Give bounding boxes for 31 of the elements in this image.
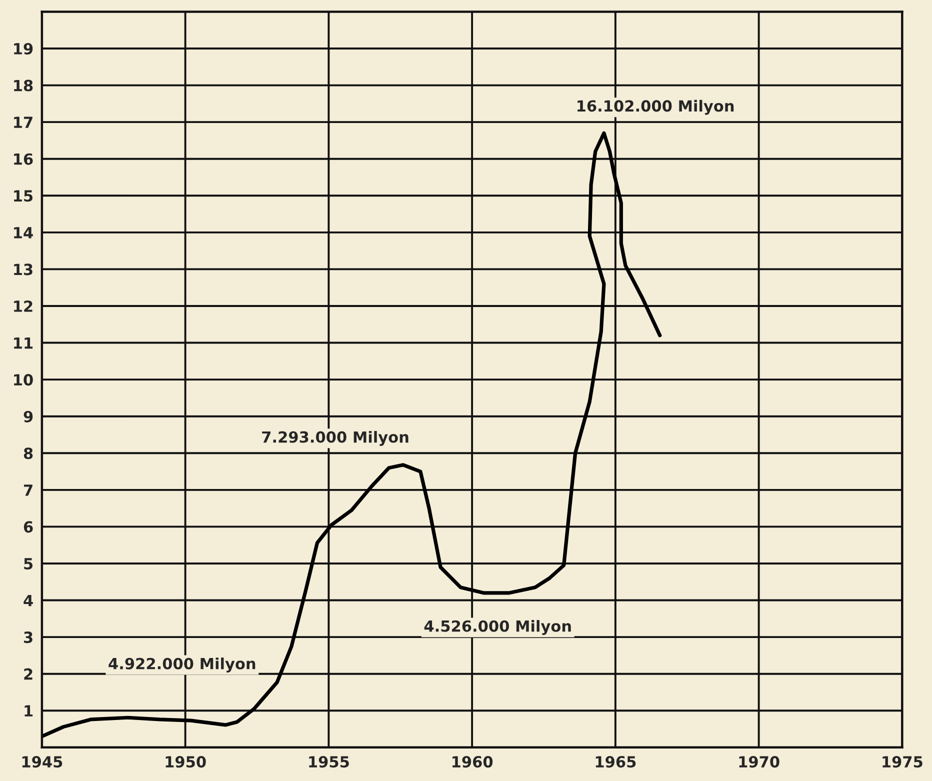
y-tick-label: 19 (14, 42, 33, 55)
x-tick-label: 1970 (739, 756, 780, 768)
x-tick-label: 1975 (882, 756, 922, 768)
y-tick-label: 1 (24, 705, 33, 716)
y-tick-label: 12 (14, 300, 32, 312)
x-tick-label: 1965 (596, 756, 636, 768)
y-tick-label: 13 (14, 264, 32, 276)
y-tick-label: 10 (14, 374, 33, 386)
annotation: 7.293.000 Milyon (262, 430, 408, 446)
line-series (42, 131, 662, 738)
annotation: 4.526.000 Milyon (424, 620, 571, 635)
y-tick-label: 16 (14, 153, 33, 165)
annotation: 4.922.000 Milyon (108, 658, 256, 672)
x-tick-label: 1950 (166, 756, 206, 768)
y-tick-label: 7 (24, 484, 32, 496)
y-tick-label: 2 (24, 668, 32, 680)
y-tick-label: 4 (24, 594, 33, 606)
y-tick-label: 17 (14, 116, 32, 128)
x-tick-label: 1960 (452, 756, 493, 768)
y-tick-label: 14 (14, 227, 33, 238)
y-tick-label: 8 (24, 448, 33, 460)
y-tick-label: 9 (24, 410, 33, 422)
annotation: 16.102.000 Milyon (578, 100, 734, 115)
x-tick-label: 1945 (22, 756, 62, 768)
x-tick-label: 1955 (309, 756, 349, 768)
y-tick-label: 15 (14, 190, 33, 202)
y-tick-label: 6 (24, 521, 33, 533)
y-tick-label: 5 (24, 558, 33, 570)
y-tick-label: 3 (24, 632, 32, 644)
y-tick-label: 18 (14, 80, 33, 92)
y-tick-label: 11 (14, 337, 33, 349)
